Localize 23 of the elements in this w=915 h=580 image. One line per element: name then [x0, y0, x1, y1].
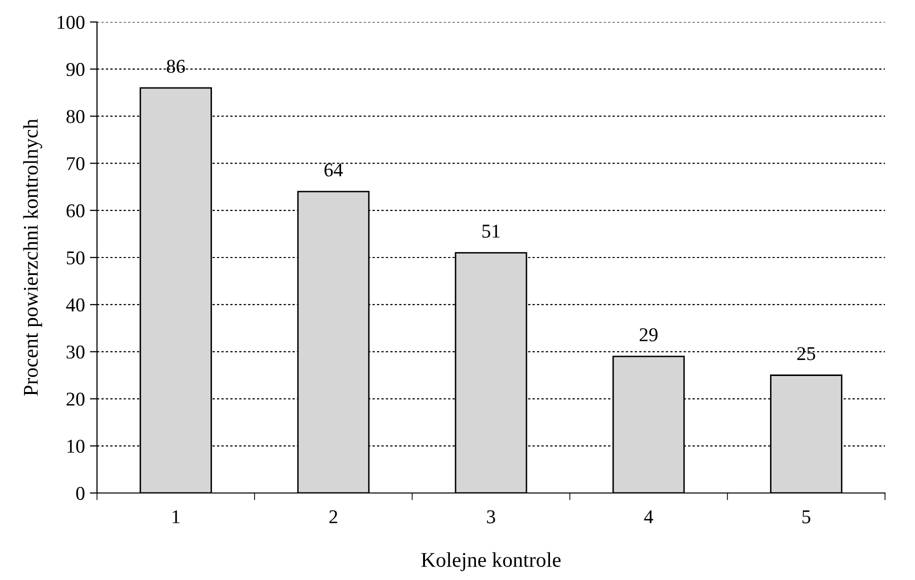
x-tick-label: 3 [487, 510, 496, 524]
y-tick-label: 0 [76, 486, 84, 500]
y-tick-label: 100 [58, 16, 84, 29]
y-tick-label: 40 [66, 298, 84, 312]
x-tick-label: 2 [329, 510, 338, 524]
data-label: 64 [324, 163, 343, 176]
data-label: 86 [166, 60, 185, 73]
data-label: 29 [640, 328, 658, 342]
y-tick-label: 50 [66, 251, 84, 264]
y-tick-label: 20 [66, 392, 84, 406]
x-tick-label: 4 [644, 510, 654, 524]
y-tick-label: 60 [66, 204, 84, 218]
x-axis-title: Kolejne kontrole [421, 552, 561, 572]
y-tick-label: 90 [66, 62, 84, 76]
data-label: 51 [482, 224, 500, 238]
y-tick-label: 70 [67, 157, 84, 170]
x-tick-label: 5 [802, 510, 810, 524]
y-axis-title: Procent powierzchni kontrolnych [23, 118, 42, 396]
x-tick-label: 1 [172, 510, 180, 524]
y-tick-label: 30 [66, 346, 84, 359]
y-tick-label: 80 [66, 110, 84, 124]
y-tick-label: 10 [67, 440, 84, 453]
data-label: 25 [797, 347, 816, 360]
